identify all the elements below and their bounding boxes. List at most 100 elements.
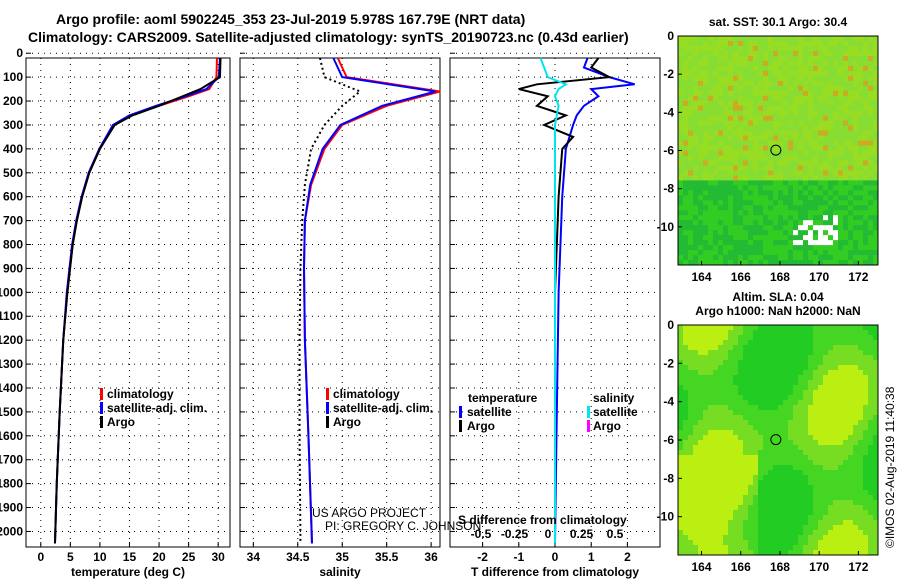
map-cell <box>778 465 784 471</box>
map-cell <box>708 185 714 191</box>
map-cell <box>733 415 739 421</box>
map-cell <box>818 485 824 491</box>
map-cell <box>768 40 774 47</box>
map-cell <box>833 355 839 361</box>
map-cell <box>713 150 719 156</box>
map-cell <box>693 370 699 376</box>
map-cell <box>703 400 709 406</box>
map-cell <box>818 105 824 112</box>
map-cell <box>873 45 879 52</box>
map-cell <box>783 330 789 336</box>
map-cell <box>763 85 769 92</box>
map-cell <box>703 115 709 122</box>
map-cell <box>833 330 839 336</box>
map-cell <box>678 105 684 112</box>
map-cell <box>718 450 724 456</box>
map-cell <box>838 470 844 476</box>
map-cell <box>743 385 749 391</box>
map-cell <box>723 100 729 107</box>
map-cell <box>838 40 844 47</box>
map-cell <box>753 195 759 201</box>
map-cell <box>698 95 704 102</box>
map-cell <box>833 145 839 151</box>
map-cell <box>778 425 784 431</box>
map-cell <box>738 190 744 196</box>
y-tick-label: 1300 <box>0 357 23 371</box>
map-cell <box>868 45 874 52</box>
map-cell <box>823 425 829 431</box>
map-cell <box>838 235 844 241</box>
map-cell <box>743 130 749 137</box>
map-cell <box>688 205 694 211</box>
map-cell <box>703 540 709 546</box>
map-cell <box>808 375 814 381</box>
map-cell <box>848 550 854 556</box>
map-cell <box>693 250 699 256</box>
map-cell <box>778 180 784 186</box>
map-cell <box>768 65 774 72</box>
map-cell <box>798 475 804 481</box>
map-cell <box>823 200 829 206</box>
map-cell <box>713 60 719 67</box>
map-cell <box>733 55 739 62</box>
map-cell <box>743 235 749 241</box>
map-cell <box>738 80 744 87</box>
map-cell <box>678 65 684 72</box>
map-cell <box>843 50 849 57</box>
map-cell <box>698 190 704 196</box>
map-cell <box>738 200 744 206</box>
map-cell <box>788 110 794 117</box>
map-cell <box>753 535 759 541</box>
map-cell <box>678 525 684 531</box>
map-cell <box>853 80 859 87</box>
map-cell <box>828 190 834 196</box>
map-cell <box>758 250 764 256</box>
map-cell <box>863 240 869 246</box>
map-cell <box>793 420 799 426</box>
map-cell <box>708 235 714 241</box>
map-cell <box>743 545 749 551</box>
map-cell <box>858 375 864 381</box>
map-cell <box>758 515 764 521</box>
map-cell <box>848 360 854 366</box>
map-cell <box>678 55 684 62</box>
map-cell <box>868 420 874 426</box>
map-cell <box>743 375 749 381</box>
map-cell <box>833 105 839 112</box>
map-cell <box>738 75 744 82</box>
map-cell <box>828 365 834 371</box>
map-cell <box>858 145 864 151</box>
map-cell <box>798 505 804 511</box>
map-cell <box>853 360 859 366</box>
map-cell <box>748 355 754 361</box>
map-cell <box>713 200 719 206</box>
map-cell <box>693 480 699 486</box>
map-cell <box>728 550 734 556</box>
map-cell <box>718 95 724 102</box>
map-cell <box>833 380 839 386</box>
map-cell <box>828 165 834 171</box>
map-cell <box>853 355 859 361</box>
map-cell <box>823 115 829 122</box>
map-cell <box>773 505 779 511</box>
map-cell <box>833 460 839 466</box>
map-cell <box>833 325 839 331</box>
map-cell <box>843 490 849 496</box>
map-cell <box>788 440 794 446</box>
map-cell <box>743 400 749 406</box>
map-cell <box>803 230 809 236</box>
map-cell <box>843 460 849 466</box>
map-cell <box>788 175 794 181</box>
map-cell <box>853 435 859 441</box>
map-cell <box>728 385 734 391</box>
map-cell <box>793 425 799 431</box>
map-cell <box>703 220 709 226</box>
map-cell <box>868 490 874 496</box>
map-cell <box>733 440 739 446</box>
map-cell <box>798 165 804 171</box>
map-cell <box>833 395 839 401</box>
map-cell <box>783 475 789 481</box>
map-cell <box>803 250 809 256</box>
map-cell <box>773 415 779 421</box>
map-cell <box>803 135 809 142</box>
